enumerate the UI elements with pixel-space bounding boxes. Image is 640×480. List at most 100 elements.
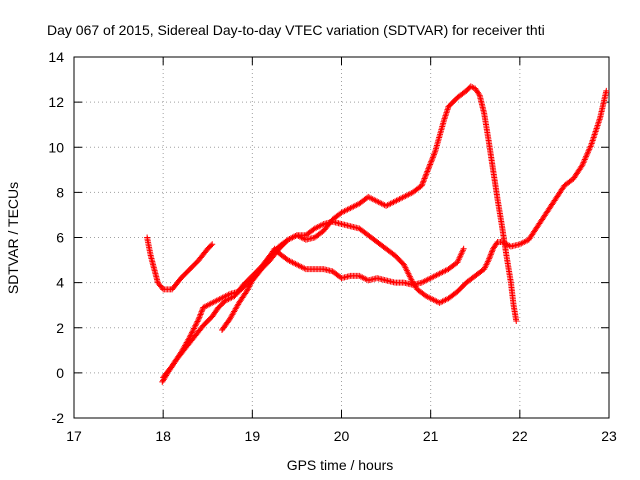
data-point	[485, 257, 492, 264]
data-point	[488, 250, 495, 257]
y-tick-label: 14	[48, 49, 64, 65]
data-point	[430, 152, 437, 159]
data-point	[421, 175, 428, 182]
data-point	[195, 315, 202, 322]
data-point	[199, 307, 206, 314]
y-tick-label: 10	[48, 139, 64, 155]
data-point	[198, 310, 205, 317]
data-point	[427, 161, 434, 168]
data-point	[190, 326, 197, 333]
data-point	[427, 160, 434, 167]
data-point	[420, 178, 427, 185]
data-point	[196, 314, 203, 321]
y-tick-label: 12	[48, 94, 64, 110]
data-point	[584, 149, 591, 156]
data-point	[429, 155, 436, 162]
data-point	[424, 167, 431, 174]
x-tick-label: 23	[601, 428, 617, 444]
data-point	[186, 333, 193, 340]
data-point	[583, 152, 590, 159]
data-point	[431, 151, 438, 158]
x-tick-label: 18	[155, 428, 171, 444]
x-tick-label: 20	[334, 428, 350, 444]
data-point	[581, 157, 588, 164]
data-point	[419, 181, 426, 188]
data-point	[188, 330, 195, 337]
data-point	[460, 245, 467, 252]
data-point	[428, 158, 435, 165]
data-point	[195, 317, 202, 324]
x-tick-label: 21	[423, 428, 439, 444]
data-point	[188, 329, 195, 336]
y-tick-label: 4	[56, 275, 64, 291]
x-axis-label: GPS time / hours	[287, 457, 394, 473]
data-point	[422, 172, 429, 179]
x-tick-label: 22	[512, 428, 528, 444]
data-point	[587, 143, 594, 150]
y-tick-label: 0	[56, 365, 64, 381]
data-point	[488, 248, 495, 255]
data-point	[423, 169, 430, 176]
data-point	[189, 328, 196, 335]
y-tick-label: 2	[56, 320, 64, 336]
data-point	[585, 147, 592, 154]
data-point	[196, 312, 203, 319]
data-point	[193, 321, 200, 328]
series-layer	[144, 83, 610, 385]
data-point	[580, 159, 587, 166]
data-point	[426, 162, 433, 169]
data-point	[431, 150, 438, 157]
series-track-1	[144, 234, 216, 293]
data-point	[159, 285, 166, 292]
data-point	[209, 241, 216, 248]
data-point	[422, 174, 429, 181]
data-point	[319, 221, 326, 228]
data-point	[301, 265, 308, 272]
data-point	[487, 252, 494, 259]
data-point	[208, 242, 215, 249]
data-point	[429, 154, 436, 161]
data-point	[186, 335, 193, 342]
data-point	[187, 332, 194, 339]
grid-layer	[74, 57, 609, 418]
data-point	[579, 162, 586, 169]
data-point	[486, 254, 493, 261]
data-point	[603, 87, 610, 94]
data-point	[579, 160, 586, 167]
data-point	[486, 255, 493, 262]
tick-layer: 17 18 19 20 21 22 23 -2 0 2 4 6 8 10 12 14	[48, 49, 617, 444]
series-track-4	[219, 245, 467, 334]
y-tick-label: 6	[56, 230, 64, 246]
data-point	[197, 311, 204, 318]
data-point	[513, 317, 520, 324]
data-point	[423, 171, 430, 178]
data-point	[582, 155, 589, 162]
series-track-3	[160, 83, 520, 381]
data-point	[420, 176, 427, 183]
data-point	[425, 164, 432, 171]
data-point	[584, 150, 591, 157]
data-point	[191, 324, 198, 331]
y-tick-label: 8	[56, 184, 64, 200]
data-point	[418, 182, 425, 189]
x-tick-label: 17	[66, 428, 82, 444]
data-point	[425, 165, 432, 172]
data-point	[198, 308, 205, 315]
y-tick-label: -2	[52, 410, 65, 426]
data-point	[419, 179, 426, 186]
data-point	[475, 91, 482, 98]
data-point	[424, 168, 431, 175]
data-point	[192, 322, 199, 329]
data-point	[428, 157, 435, 164]
data-point	[487, 251, 494, 258]
data-point	[586, 144, 593, 151]
data-point	[194, 318, 201, 325]
data-point	[583, 153, 590, 160]
data-point	[193, 319, 200, 326]
data-point	[191, 325, 198, 332]
x-tick-label: 19	[245, 428, 261, 444]
data-point	[581, 156, 588, 163]
data-point	[225, 291, 232, 298]
